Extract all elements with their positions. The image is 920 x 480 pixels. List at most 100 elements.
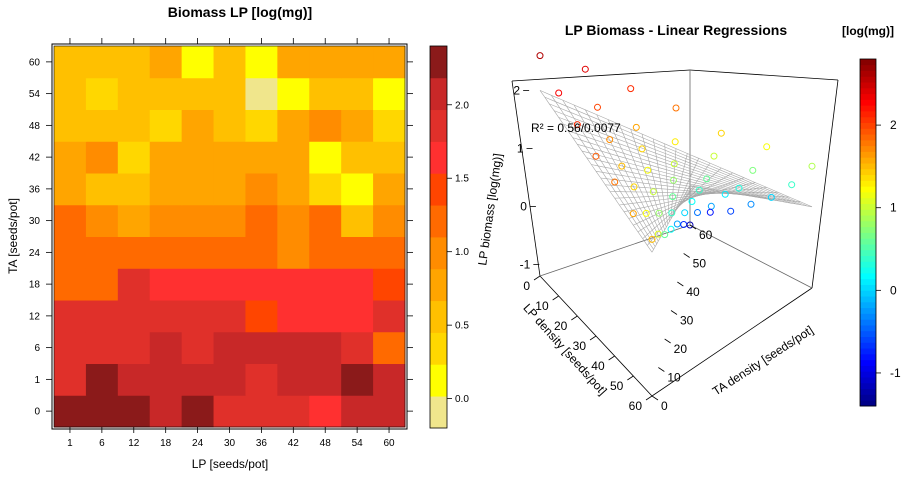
regression-colorbar-segment xyxy=(860,134,876,141)
heatmap-cell xyxy=(341,268,374,301)
data-point xyxy=(555,89,563,97)
data-point xyxy=(642,209,650,217)
heatmap-cell xyxy=(181,46,215,79)
heatmap-cell xyxy=(277,77,310,110)
regression-colorbar-segment xyxy=(860,203,876,210)
heatmap-x-tick-label: 60 xyxy=(383,438,395,449)
heatmap-x-tick-label: 30 xyxy=(224,438,236,449)
data-point xyxy=(649,188,657,196)
heatmap-cell xyxy=(373,363,406,396)
heatmap-cell xyxy=(373,173,406,206)
data-point xyxy=(661,231,669,239)
heatmap-cell xyxy=(149,395,183,428)
box-edge-back xyxy=(689,224,813,289)
data-point xyxy=(648,235,656,243)
heatmap-cell xyxy=(309,173,342,206)
heatmap-cell xyxy=(54,46,87,79)
z-axis-tick-label: 1 xyxy=(517,141,524,155)
heatmap-cell xyxy=(277,141,310,174)
heatmap-cell xyxy=(181,236,215,269)
ta-axis-tick-label: 40 xyxy=(686,285,700,299)
heatmap-cell xyxy=(117,204,151,237)
data-point xyxy=(632,123,640,131)
heatmap-cell xyxy=(373,141,406,174)
heatmap-cell xyxy=(341,204,374,237)
ta-axis-tick xyxy=(670,310,678,315)
data-point xyxy=(706,208,714,216)
regression-colorbar-segment xyxy=(860,394,876,401)
data-point xyxy=(671,138,679,146)
regression-colorbar-segment xyxy=(860,325,876,332)
heatmap-x-tick-label: 54 xyxy=(352,438,364,449)
heatmap-cell xyxy=(245,77,278,110)
heatmap-cell xyxy=(149,331,183,364)
regression-colorbar-segment xyxy=(860,255,876,262)
heatmap-colorbar-tick-label: 1.0 xyxy=(455,247,469,258)
regression-colorbar-segment xyxy=(860,296,876,303)
heatmap-cell xyxy=(245,46,278,79)
heatmap-colorbar-segment xyxy=(430,205,447,238)
heatmap-cell xyxy=(54,141,87,174)
lp-axis-tick-label: 20 xyxy=(554,319,568,333)
heatmap-x-ticks: 1 6 12 18 24 30 36 42 48 54 60 xyxy=(67,38,395,449)
heatmap-y-tick-label: 48 xyxy=(29,121,41,132)
heatmap-colorbar-segment xyxy=(430,396,447,429)
heatmap-cell xyxy=(181,173,215,206)
data-point xyxy=(670,176,677,184)
regression-colorbar-segment xyxy=(860,313,876,320)
heatmap-y-tick-label: 36 xyxy=(29,184,41,195)
heatmap-cell xyxy=(117,395,151,428)
regression-colorbar-segment xyxy=(860,76,876,83)
regression-colorbar-segment xyxy=(860,220,876,228)
heatmap-y-tick-label: 30 xyxy=(29,216,41,227)
heatmap-cell xyxy=(277,204,310,237)
heatmap-cell xyxy=(181,141,215,174)
box-edge-back xyxy=(539,224,691,277)
data-point xyxy=(681,209,689,217)
regression-colorbar-segment xyxy=(860,163,876,170)
lp-axis-tick xyxy=(552,295,559,301)
heatmap-y-tick-label: 1 xyxy=(34,375,40,386)
regression-colorbar-segment xyxy=(860,70,876,77)
ta-axis-tick-label: 60 xyxy=(699,228,713,242)
heatmap-cell xyxy=(373,236,406,269)
heatmap-cell xyxy=(341,77,374,110)
data-point xyxy=(630,183,638,191)
heatmap-cell xyxy=(373,300,406,333)
heatmap-colorbar-segment xyxy=(430,268,447,302)
heatmap-cell xyxy=(149,300,183,333)
heatmap-cell xyxy=(54,77,87,110)
regression-colorbar-segment xyxy=(860,215,876,222)
data-point xyxy=(717,129,725,137)
regression-colorbar-segment xyxy=(860,249,876,257)
heatmap-colorbar-tick-label: 0.5 xyxy=(455,321,469,332)
regression-colorbar-segment xyxy=(860,272,876,280)
lp-axis-tick xyxy=(589,335,597,341)
heatmap-colorbar-segment xyxy=(430,364,447,397)
regression-colorbar-segment xyxy=(860,382,876,390)
heatmap-cell xyxy=(213,77,246,110)
heatmap-cell xyxy=(54,363,87,396)
lp-axis-tick xyxy=(533,275,541,281)
heatmap-cell xyxy=(85,109,119,142)
heatmap-x-tick-label: 48 xyxy=(320,438,332,449)
data-point xyxy=(747,200,755,208)
regression-colorbar-segment xyxy=(860,400,876,407)
surface-grid-line xyxy=(685,192,778,195)
heatmap-cell xyxy=(181,363,215,396)
data-point xyxy=(592,152,600,160)
heatmap-cell xyxy=(373,77,406,110)
data-point xyxy=(627,85,635,93)
heatmap-cell xyxy=(309,268,342,301)
lp-axis-tick xyxy=(645,395,653,401)
heatmap-cell xyxy=(309,363,342,396)
regression-colorbar-segment xyxy=(860,267,876,274)
lp-axis-tick-label: 0 xyxy=(523,279,530,293)
regression-colorbar-segment xyxy=(860,192,876,199)
heatmap-cell xyxy=(149,109,183,142)
heatmap-cell xyxy=(245,204,278,237)
data-point xyxy=(695,186,703,194)
heatmap-colorbar xyxy=(429,45,448,429)
heatmap-cell xyxy=(309,204,342,237)
heatmap-cell xyxy=(85,268,119,301)
